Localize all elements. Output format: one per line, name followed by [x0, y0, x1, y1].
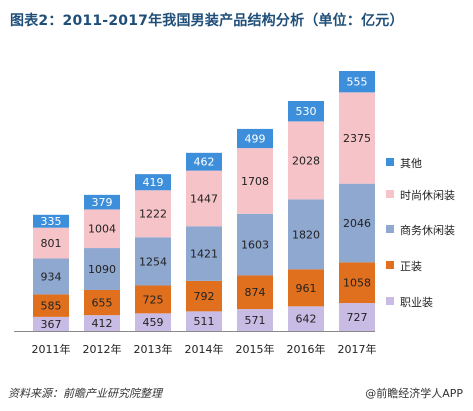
data-label: 412: [92, 317, 113, 330]
bar-segment-fashion_casual: [33, 227, 69, 259]
bar-segment-workwear: [339, 303, 375, 331]
bar-segment-other: [135, 174, 171, 191]
data-label: 530: [296, 105, 317, 118]
legend-swatch: [386, 158, 394, 166]
bar-segment-formal: [186, 280, 222, 312]
bar-segment-other: [288, 100, 324, 122]
data-label: 1447: [190, 192, 218, 205]
data-label: 1254: [139, 255, 167, 268]
bar-segment-workwear: [288, 306, 324, 331]
bar-segment-formal: [339, 262, 375, 304]
data-label: 367: [41, 318, 62, 331]
data-label: 511: [194, 315, 215, 328]
data-label: 655: [92, 297, 113, 310]
data-label: 642: [296, 313, 317, 326]
data-label: 379: [92, 196, 113, 209]
data-label: 792: [194, 290, 215, 303]
bar-segment-business_casual: [135, 237, 171, 286]
data-label: 555: [347, 76, 368, 89]
data-label: 725: [143, 293, 164, 306]
bar-segment-other: [186, 152, 222, 171]
bar-segment-fashion_casual: [186, 170, 222, 227]
x-tick-label: 2016年: [287, 342, 326, 356]
bar-segment-other: [33, 214, 69, 228]
data-label: 462: [194, 156, 215, 169]
data-label: 1820: [292, 228, 320, 241]
data-label: 2028: [292, 154, 320, 167]
bar-segment-formal: [84, 289, 120, 316]
data-label: 961: [296, 282, 317, 295]
bar-segment-other: [84, 194, 120, 210]
bars-group: [33, 71, 375, 331]
x-tick-label: 2014年: [185, 342, 224, 356]
source-note: 资料来源：前瞻产业研究院整理: [8, 387, 162, 400]
legend-label: 商务休闲装: [400, 224, 455, 237]
legend-label: 正装: [400, 260, 422, 273]
bar-segment-workwear: [135, 313, 171, 331]
bar-segment-formal: [237, 275, 273, 310]
data-label: 727: [347, 311, 368, 324]
bar-segment-fashion_casual: [237, 148, 273, 214]
data-label: 874: [245, 286, 266, 299]
bar-segment-business_casual: [339, 183, 375, 263]
data-label: 1421: [190, 248, 218, 261]
bar-segment-workwear: [186, 311, 222, 331]
legend-label: 其他: [400, 157, 422, 170]
bar-segment-business_casual: [84, 248, 120, 290]
data-label: 1004: [88, 223, 116, 236]
data-label: 419: [143, 176, 164, 189]
bar-segment-formal: [135, 285, 171, 314]
data-label: 2375: [343, 132, 371, 145]
data-label: 335: [41, 215, 62, 228]
data-label: 1603: [241, 239, 269, 252]
bar-segment-fashion_casual: [288, 121, 324, 200]
data-label: 585: [41, 300, 62, 313]
bar-segment-business_casual: [33, 258, 69, 295]
data-label: 801: [41, 237, 62, 250]
bar-segment-other: [339, 71, 375, 93]
data-labels-group: 367 585 934 801 335 412 655 1090 1004 379 459 725 12…: [41, 76, 372, 331]
bar-segment-workwear: [237, 309, 273, 331]
data-label: 571: [245, 314, 266, 327]
data-label: 2046: [343, 217, 371, 230]
bar-segment-formal: [33, 294, 69, 317]
legend-swatch: [386, 190, 394, 198]
legend-swatch: [386, 225, 394, 233]
brand-note: @前瞻经济学人APP: [365, 387, 463, 400]
bar-segment-business_casual: [186, 226, 222, 281]
chart-title: 图表2：2011-2017年我国男装产品结构分析（单位：亿元）: [10, 13, 404, 29]
data-label: 934: [41, 270, 62, 283]
bar-segment-workwear: [33, 316, 69, 331]
data-label: 1708: [241, 175, 269, 188]
legend-label: 时尚休闲装: [400, 189, 455, 202]
bar-segment-fashion_casual: [135, 190, 171, 238]
x-tick-label: 2011年: [32, 342, 71, 356]
bar-segment-workwear: [84, 315, 120, 331]
bar-segment-business_casual: [237, 213, 273, 276]
x-tick-label: 2015年: [236, 342, 275, 356]
data-label: 1090: [88, 263, 116, 276]
x-tick-label: 2013年: [134, 342, 173, 356]
x-tick-label: 2017年: [338, 342, 377, 356]
x-tick-labels-group: 2011年 2012年 2013年 2014年 2015年 2016年 2017年: [32, 342, 377, 356]
x-tick-label: 2012年: [83, 342, 122, 356]
legend-label: 职业装: [400, 296, 433, 309]
bar-segment-fashion_casual: [84, 209, 120, 249]
data-label: 499: [245, 133, 266, 146]
data-label: 459: [143, 316, 164, 329]
data-label: 1222: [139, 208, 167, 221]
legend-swatch: [386, 297, 394, 305]
legend-swatch: [386, 261, 394, 269]
bar-segment-business_casual: [288, 199, 324, 270]
bar-segment-formal: [288, 269, 324, 307]
bar-segment-fashion_casual: [339, 92, 375, 184]
bar-segment-other: [237, 128, 273, 149]
data-label: 1058: [343, 277, 371, 290]
